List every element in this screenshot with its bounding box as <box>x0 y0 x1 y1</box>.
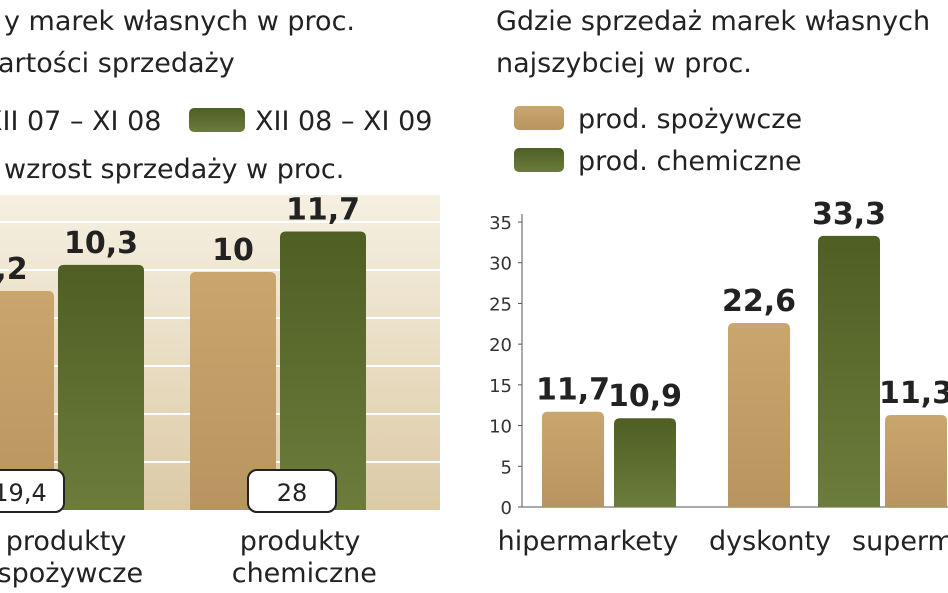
growth-box <box>247 469 337 513</box>
y-tick-label: 35 <box>489 213 512 234</box>
chart-title: Gdzie sprzedaż marek własnych <box>496 6 930 37</box>
bar <box>542 411 604 507</box>
legend-swatch <box>514 106 564 130</box>
x-tick-label: supermarkety <box>852 526 948 557</box>
bar <box>0 291 54 510</box>
legend-label: prod. chemiczne <box>578 146 802 177</box>
growth-label: 19,4 <box>0 479 47 507</box>
y-tick-label: 10 <box>489 417 512 438</box>
y-tick-label: 30 <box>489 254 512 275</box>
bar <box>818 235 880 508</box>
x-tick-label: produkty spożywcze <box>0 526 143 589</box>
legend-swatch <box>189 108 245 132</box>
chart-title: najszybciej w proc. <box>496 48 752 79</box>
data-label: 9,2 <box>0 252 28 287</box>
bar <box>58 264 144 510</box>
data-label: 11,3 <box>879 376 948 411</box>
x-tick-label: dyskonty <box>709 526 831 557</box>
y-tick-label: 5 <box>501 457 512 478</box>
chart-title: artości sprzedaży <box>0 48 235 79</box>
bar <box>728 322 790 507</box>
growth-title: wzrost sprzedaży w proc. <box>4 154 344 185</box>
x-tick-label: produkty chemiczne <box>223 526 377 589</box>
data-label: 33,3 <box>812 197 886 232</box>
legend-label: XII 07 – XI 08 <box>0 106 161 137</box>
y-tick-label: 20 <box>489 335 512 356</box>
growth-box <box>0 469 65 513</box>
bar <box>280 231 366 511</box>
legend-swatch <box>514 148 564 172</box>
x-tick-label: hipermarkety <box>498 526 679 557</box>
data-label: 10,3 <box>64 226 138 261</box>
data-label: 10,9 <box>608 379 682 414</box>
y-tick-label: 25 <box>489 294 512 315</box>
chart-title: y marek własnych w proc. <box>4 6 355 37</box>
y-tick-label: 0 <box>501 498 512 519</box>
legend-label: XII 08 – XI 09 <box>255 106 432 137</box>
bar <box>885 414 947 507</box>
bar <box>190 272 276 510</box>
data-label: 11,7 <box>286 193 360 228</box>
growth-label: 28 <box>277 479 308 507</box>
y-tick-label: 15 <box>489 376 512 397</box>
bar <box>614 418 676 507</box>
legend-label: prod. spożywcze <box>578 104 802 135</box>
data-label: 22,6 <box>722 284 796 319</box>
data-label: 11,7 <box>536 373 610 408</box>
data-label: 10 <box>212 233 254 268</box>
